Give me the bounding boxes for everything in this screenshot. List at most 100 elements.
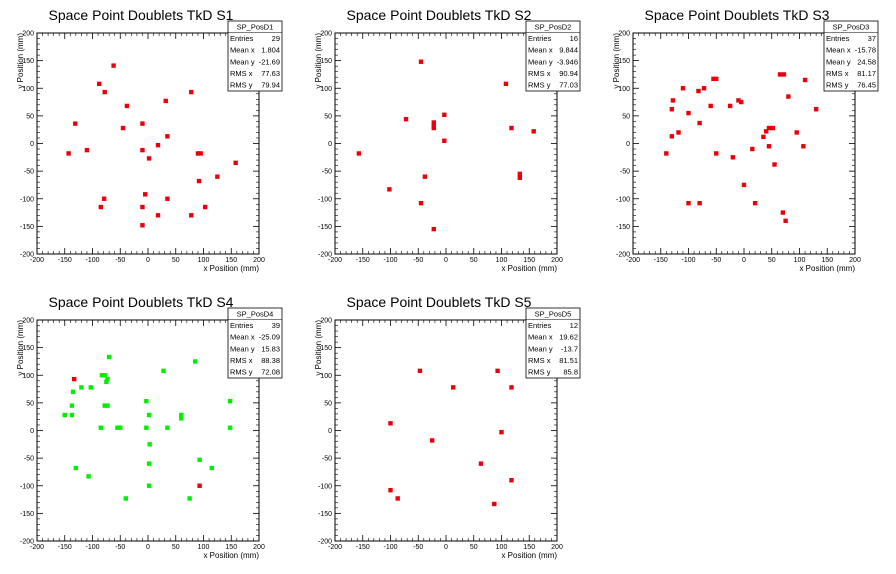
data-point: [727, 103, 733, 109]
data-point: [794, 130, 799, 135]
y-tick-label: 150: [320, 58, 332, 65]
data-point: [140, 121, 145, 126]
stats-row-value: 88.38: [261, 356, 280, 365]
stats-row-label: RMS x: [826, 69, 849, 78]
stats-row-value: 72.08: [261, 368, 280, 377]
y-tick-label: 50: [26, 113, 34, 120]
x-tick-label: -150: [356, 544, 370, 551]
y-tick-label: 50: [26, 400, 34, 407]
stats-row-value: -21.69: [259, 57, 280, 66]
x-tick-label: 200: [253, 544, 265, 551]
data-point: [777, 72, 783, 77]
stats-row-label: Entries: [230, 321, 254, 330]
data-point: [772, 162, 777, 167]
stats-row-value: 77.63: [261, 69, 280, 78]
stats-row-label: Mean y: [528, 344, 553, 353]
y-tick-label: 100: [320, 86, 332, 93]
data-point: [517, 175, 523, 180]
data-point: [802, 77, 808, 83]
data-point: [664, 151, 669, 156]
chart-s2: Space Point Doublets TkD S2 -200 -150 -100 -…: [298, 0, 596, 287]
x-axis-label: x Position (mm): [501, 551, 557, 560]
x-tick-label: 150: [225, 257, 237, 264]
data-point: [71, 376, 77, 382]
data-point: [708, 103, 713, 109]
plot-frame: [334, 32, 558, 255]
x-tick-label: 0: [444, 544, 448, 551]
data-point: [429, 438, 435, 443]
data-point: [84, 147, 90, 153]
data-point: [503, 81, 509, 87]
y-tick-label: -100: [318, 483, 332, 490]
data-point: [96, 81, 102, 87]
data-point: [179, 416, 184, 421]
stats-row-label: Mean x: [528, 333, 553, 342]
stats-row-value: -25.09: [259, 333, 280, 342]
y-axis-label: y Position (mm): [16, 320, 25, 376]
y-tick-label: 150: [22, 58, 34, 65]
stats-row-value: 16: [570, 34, 578, 43]
data-point: [111, 63, 116, 68]
chart-s4-svg: Space Point Doublets TkD S4 -200 -150 -100 -…: [16, 294, 283, 560]
stats-row-label: RMS y: [528, 368, 551, 377]
data-point: [761, 134, 766, 140]
data-point: [388, 421, 393, 426]
y-tick-label: 100: [618, 86, 630, 93]
x-axis-label: x Position (mm): [203, 551, 259, 560]
x-tick-label: -150: [654, 257, 668, 264]
data-point: [143, 192, 148, 197]
y-tick-label: -200: [20, 539, 34, 546]
y-tick-label: -150: [20, 224, 34, 231]
x-tick-label: -100: [383, 257, 397, 264]
stats-row-value: 90.94: [559, 69, 578, 78]
data-point: [104, 379, 109, 385]
stats-row-value: 79.94: [261, 81, 280, 90]
y-axis-label: y Position (mm): [314, 33, 323, 89]
data-point: [187, 496, 192, 501]
stats-row-value: 15.83: [261, 344, 280, 353]
data-point: [403, 116, 409, 122]
y-tick-label: 150: [618, 58, 630, 65]
data-point: [197, 457, 202, 462]
data-point: [140, 223, 145, 228]
stats-title: SP_PosD3: [833, 23, 870, 32]
data-point: [144, 399, 149, 404]
x-tick-label: -100: [681, 257, 695, 264]
x-tick-label: 150: [821, 257, 833, 264]
chart-title: Space Point Doublets TkD S5: [347, 294, 532, 310]
chart-title: Space Point Doublets TkD S4: [49, 294, 234, 310]
data-point: [431, 125, 436, 131]
data-point: [98, 204, 104, 210]
data-point: [105, 403, 110, 408]
data-point: [509, 385, 514, 390]
y-axis-label: y Position (mm): [16, 33, 25, 89]
y-tick-label: 0: [30, 141, 34, 148]
y-tick-label: 150: [22, 345, 34, 352]
y-tick-label: -200: [318, 252, 332, 259]
data-point: [155, 142, 161, 148]
x-tick-label: 150: [225, 544, 237, 551]
stats-row-value: 24.58: [857, 57, 876, 66]
stats-row-value: 39: [272, 321, 280, 330]
x-tick-label: -50: [413, 544, 423, 551]
y-tick-label: 50: [622, 113, 630, 120]
data-point: [478, 461, 484, 466]
data-point: [124, 103, 130, 109]
y-axis-label: y Position (mm): [314, 320, 323, 376]
stats-row-value: 76.45: [857, 81, 876, 90]
stats-row-value: -13.7: [561, 344, 578, 353]
data-point: [233, 160, 238, 166]
x-tick-label: 150: [523, 544, 535, 551]
stats-row-label: Mean y: [230, 57, 255, 66]
y-tick-label: -50: [24, 169, 34, 176]
x-tick-label: -200: [328, 544, 342, 551]
y-tick-label: -150: [20, 511, 34, 518]
y-tick-label: -200: [20, 252, 34, 259]
data-point: [783, 218, 788, 224]
x-tick-label: 0: [444, 257, 448, 264]
data-point: [764, 129, 769, 134]
data-point: [686, 200, 691, 206]
data-point: [417, 368, 423, 374]
x-tick-label: 200: [253, 257, 265, 264]
y-tick-label: 100: [22, 86, 34, 93]
